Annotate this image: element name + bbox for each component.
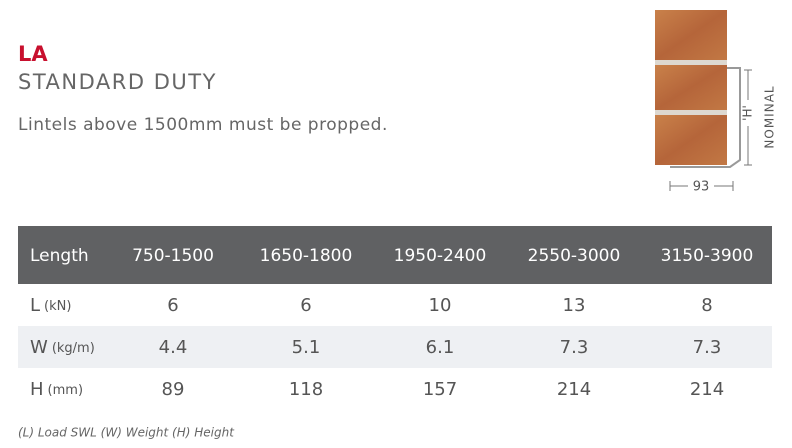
row-letter: H [30,379,44,400]
brick [655,10,727,60]
lintel-outline [670,67,741,168]
row-unit: (mm) [48,383,83,398]
column-header: Length [30,246,89,266]
row-label: L (kN) [30,295,71,316]
height-label: 'H' [741,105,755,121]
product-title: STANDARD DUTY [18,70,217,94]
row-unit: (kg/m) [52,341,95,356]
column-header: 2550-3000 [528,246,621,266]
cell: 214 [557,379,591,400]
product-code: LA [18,42,48,66]
row-letter: L [30,295,40,316]
brick [655,115,727,165]
cell: 13 [563,295,586,316]
column-header: 1950-2400 [394,246,487,266]
table: Length 750-1500 1650-1800 1950-2400 2550-300… [30,246,753,400]
row-letter: W [30,337,48,358]
column-header: 750-1500 [132,246,214,266]
cell: 118 [289,379,323,400]
cell: 8 [701,295,712,316]
cell: 6.1 [426,337,455,358]
nominal-label: NOMINAL [763,85,777,148]
cell: 4.4 [159,337,188,358]
row-unit: (kN) [44,299,71,314]
label-bg [742,100,754,126]
cell: 6 [167,295,178,316]
cell: 10 [429,295,452,316]
width-label: 93 [693,180,710,195]
cell: 157 [423,379,457,400]
cell: 5.1 [292,337,321,358]
cell: 7.3 [560,337,589,358]
footnote: (L) Load SWL (W) Weight (H) Height [18,426,235,440]
table-row-stripe [18,326,772,368]
brick-diagram: 'H' NOMINAL 93 [655,10,777,195]
brick [655,65,727,110]
mortar [655,60,727,65]
table-header-bg [18,226,772,284]
cell: 214 [690,379,724,400]
mortar [655,110,727,115]
cell: 89 [162,379,185,400]
row-label: W (kg/m) [30,337,95,358]
column-header: 3150-3900 [661,246,754,266]
note: Lintels above 1500mm must be propped. [18,115,388,135]
column-header: 1650-1800 [260,246,353,266]
row-label: H (mm) [30,379,83,400]
cell: 7.3 [693,337,722,358]
cell: 6 [300,295,311,316]
